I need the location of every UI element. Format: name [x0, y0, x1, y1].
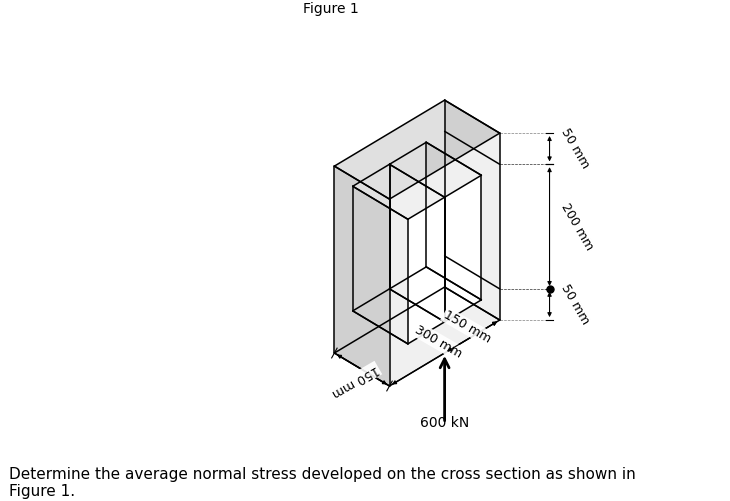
Polygon shape	[334, 100, 445, 353]
Polygon shape	[353, 289, 445, 344]
Text: 600 kN: 600 kN	[420, 416, 469, 430]
Text: 150 mm: 150 mm	[329, 363, 380, 400]
Polygon shape	[390, 142, 426, 289]
Polygon shape	[408, 197, 445, 344]
Polygon shape	[334, 287, 500, 386]
Text: Determine the average normal stress developed on the cross section as shown in
F: Determine the average normal stress deve…	[9, 467, 636, 499]
Polygon shape	[445, 100, 500, 320]
Text: 150 mm: 150 mm	[442, 308, 493, 346]
Text: 50 mm: 50 mm	[558, 282, 592, 327]
Polygon shape	[390, 267, 481, 322]
Text: 300 mm: 300 mm	[412, 323, 464, 360]
Polygon shape	[353, 186, 408, 344]
Polygon shape	[353, 164, 390, 311]
Text: 50 mm: 50 mm	[558, 126, 592, 171]
Polygon shape	[334, 100, 500, 199]
Polygon shape	[353, 164, 445, 219]
Polygon shape	[390, 133, 500, 386]
Polygon shape	[426, 142, 481, 300]
Polygon shape	[334, 166, 390, 386]
Text: Figure 1: Figure 1	[303, 2, 358, 16]
Text: 200 mm: 200 mm	[558, 201, 596, 253]
Polygon shape	[445, 175, 481, 322]
Polygon shape	[390, 142, 481, 197]
